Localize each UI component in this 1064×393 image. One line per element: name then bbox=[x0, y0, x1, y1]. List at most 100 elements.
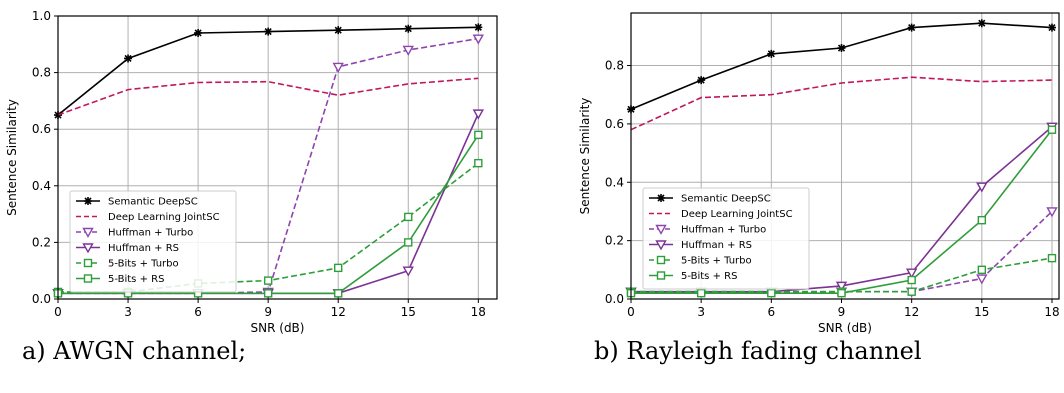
data-point-marker bbox=[404, 24, 413, 33]
legend-label: Huffman + RS bbox=[681, 240, 752, 251]
y-tick-label: 1.0 bbox=[32, 9, 51, 23]
x-tick-label: 18 bbox=[471, 305, 486, 319]
y-tick-label: 0.0 bbox=[32, 292, 51, 306]
data-point-marker bbox=[907, 23, 916, 32]
data-point-marker bbox=[835, 281, 848, 292]
x-tick-label: 6 bbox=[194, 305, 202, 319]
data-point-marker bbox=[332, 62, 344, 73]
legend-label: Semantic DeepSC bbox=[108, 197, 198, 208]
y-tick-label: 0.4 bbox=[32, 179, 51, 193]
x-tick-label: 9 bbox=[264, 305, 272, 319]
plot-frame bbox=[630, 12, 1060, 300]
data-point-marker bbox=[905, 268, 918, 279]
data-point-marker bbox=[907, 275, 916, 285]
y-tick-label: 0.4 bbox=[605, 175, 624, 189]
data-point-marker bbox=[837, 44, 846, 53]
data-point-marker bbox=[263, 289, 273, 298]
data-point-marker bbox=[767, 288, 776, 298]
data-point-marker bbox=[837, 288, 846, 298]
data-point-marker bbox=[334, 26, 343, 35]
x-tick-label: 3 bbox=[124, 305, 132, 319]
x-tick-label: 12 bbox=[904, 305, 919, 319]
data-point-marker bbox=[472, 34, 485, 45]
data-point-marker bbox=[1047, 253, 1057, 263]
legend-label: 5-Bits + Turbo bbox=[108, 259, 179, 270]
x-tick-label: 0 bbox=[627, 305, 635, 319]
data-point-marker bbox=[977, 265, 987, 275]
data-point-marker bbox=[907, 287, 916, 296]
legend-marker bbox=[83, 274, 93, 283]
data-point-marker bbox=[977, 19, 986, 28]
legend-marker bbox=[655, 240, 667, 251]
y-tick-label: 0.8 bbox=[32, 66, 51, 80]
awgn-caption: a) AWGN channel; bbox=[22, 337, 246, 365]
legend-label: Huffman + RS bbox=[108, 243, 179, 254]
x-tick-label: 15 bbox=[401, 305, 416, 319]
y-axis-label: Sentence Similarity bbox=[5, 99, 19, 216]
legend-marker bbox=[655, 224, 667, 235]
x-tick-label: 6 bbox=[768, 305, 776, 319]
plot-frame bbox=[57, 15, 498, 300]
series-line bbox=[630, 76, 1053, 131]
legend-label: 5-Bits + Turbo bbox=[681, 256, 752, 267]
legend-label: Huffman + Turbo bbox=[681, 225, 766, 236]
legend-marker bbox=[82, 227, 94, 238]
series-line bbox=[57, 77, 479, 116]
legend-label: Deep Learning JointSC bbox=[681, 209, 793, 220]
data-point-marker bbox=[404, 212, 413, 222]
data-point-marker bbox=[1046, 207, 1058, 218]
data-point-marker bbox=[977, 216, 987, 225]
data-point-marker bbox=[404, 238, 413, 247]
y-tick-label: 0.6 bbox=[32, 122, 51, 136]
y-axis-label: Sentence Similarity bbox=[578, 98, 592, 215]
x-tick-label: 18 bbox=[1044, 305, 1059, 319]
y-tick-label: 0.0 bbox=[605, 292, 624, 306]
awgn-chart-panel: 0 3 6 9 12 15 18 0.0 0.2 0.4 0.6 0.8 1.0 SNR (dB) Sent… bbox=[5, 9, 498, 335]
x-axis-label: SNR (dB) bbox=[251, 321, 305, 335]
data-point-marker bbox=[402, 45, 414, 56]
legend-marker bbox=[657, 194, 665, 202]
data-point-marker bbox=[474, 130, 483, 140]
rayleigh-caption: b) Rayleigh fading channel bbox=[594, 337, 922, 365]
data-point-marker bbox=[976, 274, 988, 285]
data-point-marker bbox=[334, 263, 343, 273]
data-point-marker bbox=[976, 182, 988, 193]
y-tick-label: 0.2 bbox=[32, 235, 51, 249]
legend-marker bbox=[84, 197, 92, 205]
legend-marker bbox=[82, 243, 94, 254]
x-tick-label: 3 bbox=[697, 305, 705, 319]
legend-marker bbox=[83, 258, 93, 268]
legend-box bbox=[69, 190, 237, 293]
data-point-marker bbox=[1047, 125, 1057, 134]
y-tick-label: 0.8 bbox=[605, 59, 624, 73]
data-point-marker bbox=[402, 266, 414, 277]
x-tick-label: 0 bbox=[54, 305, 62, 319]
data-point-marker bbox=[1047, 23, 1056, 32]
y-tick-label: 0.6 bbox=[605, 117, 624, 131]
legend-label: Huffman + Turbo bbox=[108, 228, 193, 239]
x-axis-label: SNR (dB) bbox=[818, 321, 872, 335]
x-tick-label: 9 bbox=[838, 305, 846, 319]
y-tick-label: 0.2 bbox=[605, 234, 624, 248]
data-point-marker bbox=[696, 288, 706, 298]
legend-label: 5-Bits + RS bbox=[108, 274, 164, 285]
x-tick-label: 12 bbox=[331, 305, 346, 319]
legend-label: Semantic DeepSC bbox=[681, 194, 771, 205]
data-point-marker bbox=[697, 76, 706, 85]
legend-marker bbox=[656, 255, 666, 265]
data-point-marker bbox=[474, 158, 483, 168]
legend-box bbox=[642, 187, 810, 290]
rayleigh-chart-panel: 0 3 6 9 12 15 18 0.0 0.2 0.4 0.6 0.8 SNR (dB) Sentenc… bbox=[578, 12, 1060, 335]
legend-marker bbox=[656, 271, 666, 280]
legend-label: Deep Learning JointSC bbox=[108, 212, 220, 223]
legend-label: 5-Bits + RS bbox=[681, 271, 737, 282]
data-point-marker bbox=[264, 27, 273, 36]
data-point-marker bbox=[472, 109, 485, 120]
x-tick-label: 15 bbox=[974, 305, 989, 319]
data-point-marker bbox=[194, 28, 203, 37]
data-point-marker bbox=[263, 276, 273, 285]
data-point-marker bbox=[334, 289, 343, 298]
data-point-marker bbox=[124, 54, 133, 63]
data-point-marker bbox=[474, 23, 483, 32]
